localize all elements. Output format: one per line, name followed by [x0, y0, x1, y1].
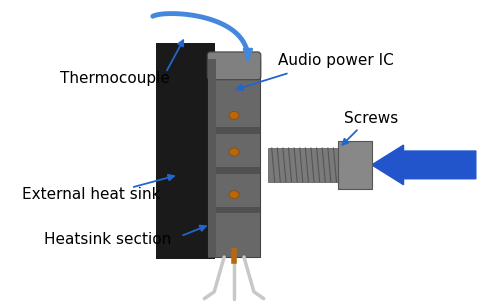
Bar	[208, 167, 260, 174]
FancyBboxPatch shape	[338, 141, 372, 189]
Ellipse shape	[229, 191, 239, 199]
Ellipse shape	[229, 148, 239, 156]
FancyBboxPatch shape	[207, 52, 261, 80]
Text: Screws: Screws	[344, 111, 398, 126]
Bar	[208, 59, 216, 257]
FancyArrow shape	[372, 145, 476, 185]
Text: Thermocouple: Thermocouple	[60, 71, 169, 86]
Text: Audio power IC: Audio power IC	[277, 53, 394, 68]
Ellipse shape	[229, 111, 239, 119]
Bar	[156, 43, 215, 259]
Text: External heat sink: External heat sink	[22, 187, 160, 202]
Bar	[208, 127, 260, 134]
Bar	[208, 207, 260, 213]
Text: Heatsink section: Heatsink section	[44, 232, 171, 247]
Bar	[268, 148, 339, 182]
Bar	[208, 59, 260, 257]
